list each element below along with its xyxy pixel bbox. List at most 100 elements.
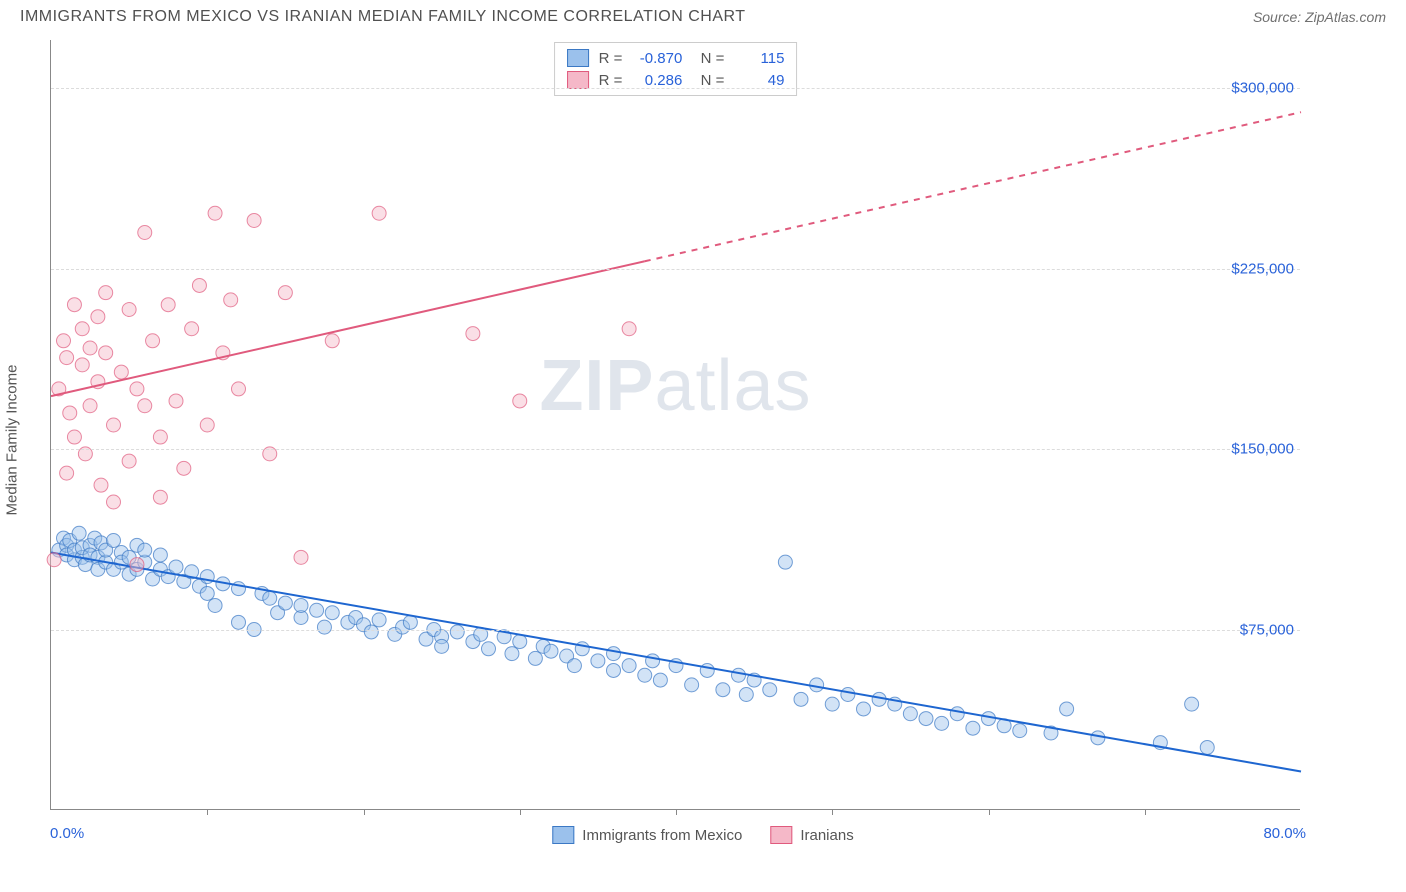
plot-area: ZIPatlas R = -0.870 N = 115 R = 0.286 N … xyxy=(50,40,1300,810)
data-point xyxy=(99,346,113,360)
data-point xyxy=(950,707,964,721)
data-point xyxy=(935,716,949,730)
swatch-series-1 xyxy=(567,49,589,67)
data-point xyxy=(294,598,308,612)
legend-label: Iranians xyxy=(800,827,853,844)
data-point xyxy=(232,382,246,396)
x-tick xyxy=(520,809,521,815)
y-tick-label: $75,000 xyxy=(1240,621,1294,638)
n-label-2: N = xyxy=(692,72,724,89)
data-point xyxy=(294,550,308,564)
chart-header: IMMIGRANTS FROM MEXICO VS IRANIAN MEDIAN… xyxy=(0,0,1406,30)
data-point xyxy=(763,683,777,697)
x-tick xyxy=(989,809,990,815)
data-point xyxy=(607,663,621,677)
legend-swatch xyxy=(770,826,792,844)
data-point xyxy=(1185,697,1199,711)
data-point xyxy=(450,625,464,639)
data-point xyxy=(505,647,519,661)
r-value-1: -0.870 xyxy=(632,50,682,67)
data-point xyxy=(372,206,386,220)
data-point xyxy=(153,490,167,504)
data-point xyxy=(169,394,183,408)
data-point xyxy=(138,399,152,413)
data-point xyxy=(841,688,855,702)
data-point xyxy=(192,278,206,292)
legend-swatch xyxy=(552,826,574,844)
data-point xyxy=(72,526,86,540)
gridline xyxy=(51,449,1300,450)
data-point xyxy=(99,286,113,300)
data-point xyxy=(513,635,527,649)
data-point xyxy=(75,358,89,372)
data-point xyxy=(177,461,191,475)
data-point xyxy=(364,625,378,639)
gridline xyxy=(51,269,1300,270)
data-point xyxy=(75,322,89,336)
data-point xyxy=(94,478,108,492)
trend-line xyxy=(51,553,1301,772)
data-point xyxy=(83,399,97,413)
data-point xyxy=(482,642,496,656)
data-point xyxy=(122,454,136,468)
data-point xyxy=(466,327,480,341)
data-point xyxy=(208,598,222,612)
data-point xyxy=(739,688,753,702)
data-point xyxy=(224,293,238,307)
r-value-2: 0.286 xyxy=(632,72,682,89)
swatch-series-2 xyxy=(567,71,589,89)
data-point xyxy=(63,406,77,420)
data-point xyxy=(107,534,121,548)
r-label: R = xyxy=(599,50,623,67)
x-max-label: 80.0% xyxy=(1263,825,1306,842)
data-point xyxy=(60,466,74,480)
data-point xyxy=(919,712,933,726)
x-tick xyxy=(676,809,677,815)
chart-source: Source: ZipAtlas.com xyxy=(1253,9,1386,25)
data-point xyxy=(200,418,214,432)
n-label: N = xyxy=(692,50,724,67)
x-tick xyxy=(364,809,365,815)
data-point xyxy=(607,647,621,661)
plot-svg xyxy=(51,40,1300,809)
series-legend: Immigrants from MexicoIranians xyxy=(552,826,853,844)
chart-title: IMMIGRANTS FROM MEXICO VS IRANIAN MEDIAN… xyxy=(20,8,746,26)
data-point xyxy=(169,560,183,574)
data-point xyxy=(857,702,871,716)
data-point xyxy=(278,286,292,300)
data-point xyxy=(716,683,730,697)
data-point xyxy=(591,654,605,668)
data-point xyxy=(325,606,339,620)
r-label-2: R = xyxy=(599,72,623,89)
y-axis-label: Median Family Income xyxy=(4,365,21,516)
data-point xyxy=(232,615,246,629)
data-point xyxy=(263,591,277,605)
data-point xyxy=(544,644,558,658)
data-point xyxy=(1013,724,1027,738)
x-min-label: 0.0% xyxy=(50,825,84,842)
gridline xyxy=(51,88,1300,89)
data-point xyxy=(403,615,417,629)
data-point xyxy=(138,543,152,557)
x-tick xyxy=(1145,809,1146,815)
data-point xyxy=(622,322,636,336)
data-point xyxy=(903,707,917,721)
y-tick-label: $150,000 xyxy=(1231,441,1294,458)
data-point xyxy=(83,341,97,355)
data-point xyxy=(138,226,152,240)
data-point xyxy=(130,558,144,572)
data-point xyxy=(685,678,699,692)
y-tick-label: $225,000 xyxy=(1231,260,1294,277)
data-point xyxy=(47,553,61,567)
n-value-1: 115 xyxy=(734,50,784,67)
data-point xyxy=(825,697,839,711)
data-point xyxy=(278,596,292,610)
correlation-row-1: R = -0.870 N = 115 xyxy=(567,47,785,69)
data-point xyxy=(1091,731,1105,745)
data-point xyxy=(646,654,660,668)
x-tick xyxy=(207,809,208,815)
chart-container: Median Family Income ZIPatlas R = -0.870… xyxy=(0,30,1406,850)
data-point xyxy=(1200,740,1214,754)
data-point xyxy=(247,213,261,227)
data-point xyxy=(67,298,81,312)
